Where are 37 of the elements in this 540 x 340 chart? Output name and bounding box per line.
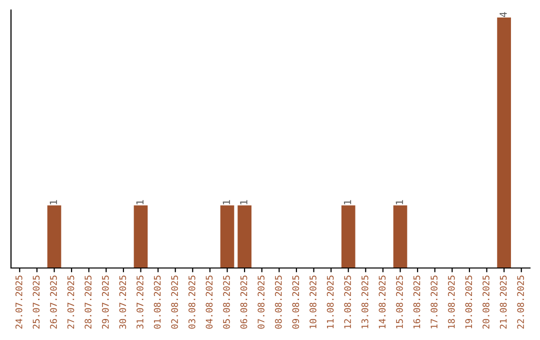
x-tick-label: 12.08.2025 xyxy=(344,276,351,328)
x-tick-label: 06.08.2025 xyxy=(240,276,248,329)
x-tick-label: 16.08.2025 xyxy=(413,276,420,328)
x-tick-label: 17.08.2025 xyxy=(430,276,438,328)
x-tick-label: 28.07.2025 xyxy=(84,276,92,329)
x-tick-label: 21.08.2025 xyxy=(500,276,507,329)
x-tick-label: 31.07.2025 xyxy=(136,276,144,329)
x-tick-label: 26.07.2025 xyxy=(50,276,57,329)
x-tick-label: 07.08.2025 xyxy=(258,276,264,329)
x-tick-label: 11.08.2025 xyxy=(326,276,334,328)
x-tick-label: 24.07.2025 xyxy=(15,276,22,329)
x-tick-label: 22.08.2025 xyxy=(517,276,524,329)
x-tick-label: 27.07.2025 xyxy=(67,276,74,329)
data-label: 1 xyxy=(222,200,230,204)
data-label: 1 xyxy=(240,200,248,204)
x-tick-label: 10.08.2025 xyxy=(310,276,316,328)
x-tick-label: 29.07.2025 xyxy=(102,276,109,329)
data-label: 1 xyxy=(344,200,352,204)
data-label: 1 xyxy=(50,200,57,204)
x-tick-label: 08.08.2025 xyxy=(274,276,282,329)
x-tick-label: 19.08.2025 xyxy=(465,276,472,328)
x-tick-label: 09.08.2025 xyxy=(292,276,300,329)
x-tick-label: 14.08.2025 xyxy=(378,276,386,328)
x-tick-label: 05.08.2025 xyxy=(223,276,230,329)
x-tick-label: 30.07.2025 xyxy=(119,276,126,329)
x-tick-label: 15.08.2025 xyxy=(396,276,403,328)
x-tick-label: 13.08.2025 xyxy=(361,276,368,328)
x-tick-label: 25.07.2025 xyxy=(32,276,40,329)
x-tick-label: 01.08.2025 xyxy=(154,276,161,329)
data-label: 4 xyxy=(500,12,507,18)
x-tick-label: 18.08.2025 xyxy=(448,276,455,328)
x-tick-label: 20.08.2025 xyxy=(482,276,490,329)
x-tick-label: 03.08.2025 xyxy=(188,276,196,329)
data-label: 1 xyxy=(136,200,144,204)
x-tick-label: 04.08.2025 xyxy=(206,276,213,329)
data-label: 1 xyxy=(396,200,403,204)
x-tick-label: 02.08.2025 xyxy=(171,276,178,329)
